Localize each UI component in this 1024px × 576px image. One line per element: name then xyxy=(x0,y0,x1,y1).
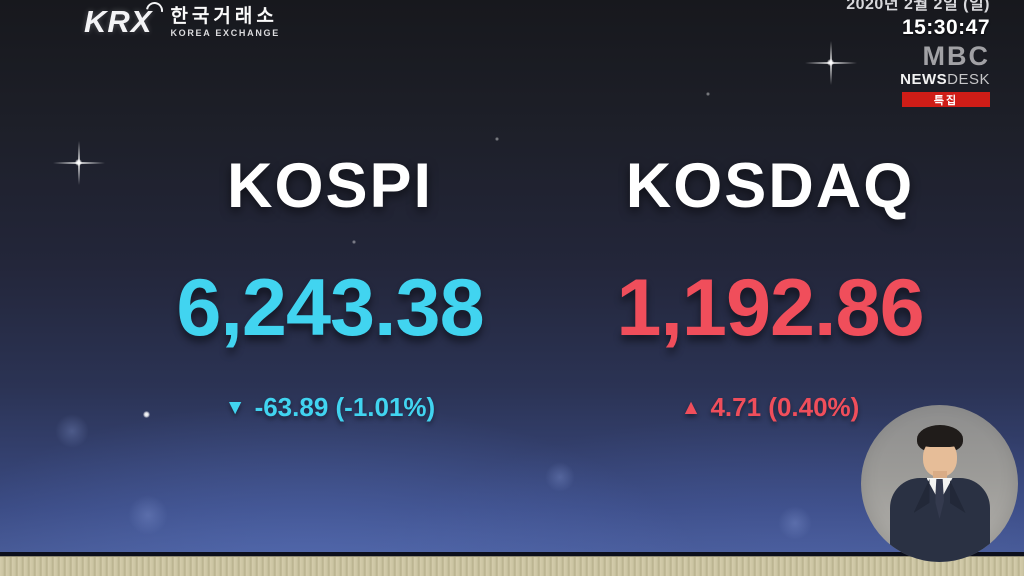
sparkle-icon xyxy=(495,137,499,141)
sparkle-icon xyxy=(143,411,150,418)
kosdaq-change-text: 4.71 (0.40%) xyxy=(710,392,860,422)
glow-spot xyxy=(55,414,89,448)
studio-floor xyxy=(0,556,1024,576)
exchange-name-korean: 한국거래소 xyxy=(170,6,278,27)
interpreter-neck xyxy=(932,471,947,481)
newsdesk-bold-part: NEWS xyxy=(900,71,948,88)
interpreter-tie xyxy=(935,479,944,519)
sparkle-icon xyxy=(75,159,82,166)
sparkle-icon xyxy=(352,240,356,244)
krx-wordmark-text: KRX xyxy=(84,4,153,39)
kosdaq-panel: KOSDAQ 1,192.86 ▲ 4.71 (0.40%) xyxy=(505,0,1024,576)
broadcast-clock: 15:30:47 xyxy=(901,16,990,39)
down-arrow-icon: ▼ xyxy=(224,396,246,419)
glow-spot xyxy=(128,495,168,535)
glow-spot xyxy=(778,506,812,540)
screen-bottom-edge xyxy=(0,552,1024,557)
broadcast-date: 2020년 2월 2일 (일) xyxy=(846,0,990,13)
up-arrow-icon: ▲ xyxy=(680,396,702,419)
newsdesk-light-part: DESK xyxy=(947,71,990,88)
sparkle-icon xyxy=(827,59,834,66)
sparkle-icon xyxy=(706,92,710,96)
kospi-change-text: -63.89 (-1.01%) xyxy=(254,392,436,422)
interpreter-hair-fringe xyxy=(920,435,959,447)
sign-language-interpreter xyxy=(861,405,1018,562)
broadcast-overlay: 2020년 2월 2일 (일) 15:30:47 MBC NEWSDESK 특집 xyxy=(846,0,990,107)
krx-names: 한국거래소 KOREA EXCHANGE xyxy=(170,5,280,39)
krx-wordmark: KRX xyxy=(84,0,167,39)
kospi-title: KOSPI xyxy=(226,151,434,221)
glow-spot xyxy=(545,462,575,492)
krx-logo: KRX 한국거래소 KOREA EXCHANGE xyxy=(84,0,280,39)
newsdesk-wordmark: NEWSDESK xyxy=(900,72,990,88)
mbc-logo: MBC xyxy=(922,41,990,71)
exchange-name-english: KOREA EXCHANGE xyxy=(170,28,280,38)
kospi-value: 6,243.38 xyxy=(176,263,484,353)
kospi-panel: KOSPI 6,243.38 ▼ -63.89 (-1.01%) xyxy=(65,0,595,576)
led-board-background xyxy=(0,0,1024,552)
kospi-change: ▼ -63.89 (-1.01%) xyxy=(65,392,595,423)
kosdaq-title: KOSDAQ xyxy=(625,151,915,221)
kosdaq-value: 1,192.86 xyxy=(616,263,924,353)
special-badge: 특집 xyxy=(902,92,990,107)
kosdaq-change: ▲ 4.71 (0.40%) xyxy=(505,392,1024,423)
